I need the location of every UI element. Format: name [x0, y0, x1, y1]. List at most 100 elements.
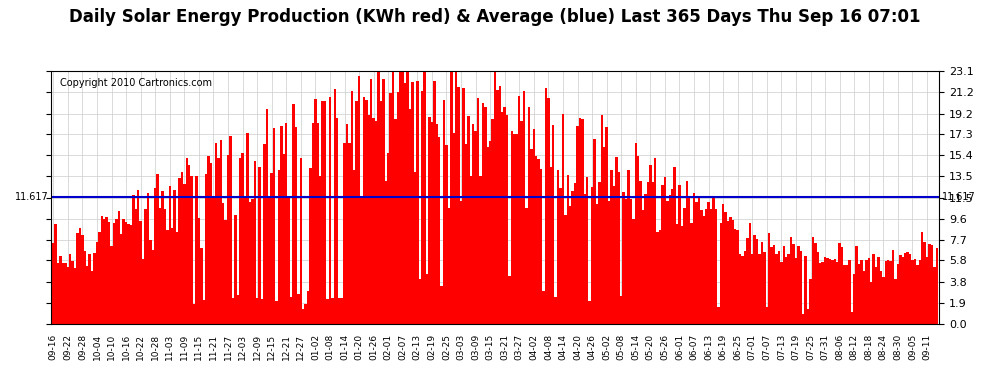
- Bar: [535, 156, 538, 324]
- Bar: [783, 246, 785, 324]
- Bar: [54, 224, 56, 324]
- Bar: [145, 209, 147, 324]
- Bar: [673, 167, 676, 324]
- Bar: [770, 246, 773, 324]
- Bar: [443, 100, 446, 324]
- Bar: [897, 264, 899, 324]
- Bar: [656, 232, 658, 324]
- Bar: [244, 196, 247, 324]
- Bar: [559, 188, 561, 324]
- Bar: [758, 254, 760, 324]
- Bar: [135, 209, 137, 324]
- Bar: [367, 115, 370, 324]
- Bar: [880, 270, 882, 324]
- Bar: [387, 153, 389, 324]
- Bar: [389, 93, 392, 324]
- Bar: [615, 157, 618, 324]
- Bar: [635, 143, 637, 324]
- Bar: [438, 137, 441, 324]
- Bar: [273, 128, 275, 324]
- Bar: [362, 98, 365, 324]
- Bar: [441, 286, 443, 324]
- Bar: [681, 226, 683, 324]
- Bar: [850, 312, 853, 324]
- Bar: [693, 193, 695, 324]
- Bar: [790, 237, 792, 324]
- Bar: [504, 107, 506, 324]
- Bar: [108, 222, 110, 324]
- Bar: [52, 243, 54, 324]
- Bar: [416, 81, 419, 324]
- Bar: [544, 88, 547, 324]
- Bar: [543, 291, 545, 324]
- Bar: [280, 126, 282, 324]
- Bar: [751, 254, 753, 324]
- Bar: [845, 265, 848, 324]
- Bar: [700, 210, 703, 324]
- Bar: [130, 225, 132, 324]
- Bar: [125, 222, 128, 324]
- Bar: [625, 199, 628, 324]
- Bar: [234, 215, 237, 324]
- Bar: [305, 304, 307, 324]
- Bar: [668, 195, 671, 324]
- Bar: [521, 121, 523, 324]
- Bar: [357, 76, 360, 324]
- Bar: [889, 261, 892, 324]
- Bar: [81, 236, 83, 324]
- Bar: [834, 259, 836, 324]
- Bar: [598, 182, 601, 324]
- Bar: [712, 198, 715, 324]
- Bar: [341, 298, 344, 324]
- Bar: [775, 254, 778, 324]
- Bar: [661, 185, 663, 324]
- Bar: [83, 251, 86, 324]
- Bar: [581, 119, 583, 324]
- Bar: [137, 190, 140, 324]
- Bar: [426, 274, 429, 324]
- Bar: [608, 201, 610, 324]
- Bar: [161, 191, 163, 324]
- Bar: [904, 253, 907, 324]
- Bar: [658, 231, 661, 324]
- Bar: [902, 257, 904, 324]
- Bar: [710, 209, 712, 324]
- Bar: [569, 207, 571, 324]
- Bar: [688, 196, 690, 324]
- Bar: [630, 199, 633, 324]
- Bar: [205, 174, 207, 324]
- Bar: [610, 170, 613, 324]
- Bar: [455, 72, 457, 324]
- Bar: [909, 255, 911, 324]
- Bar: [365, 100, 367, 324]
- Bar: [118, 211, 120, 324]
- Bar: [370, 79, 372, 324]
- Bar: [132, 195, 135, 324]
- Bar: [215, 143, 217, 324]
- Bar: [171, 228, 173, 324]
- Bar: [579, 118, 581, 324]
- Bar: [265, 109, 268, 324]
- Bar: [576, 126, 579, 324]
- Bar: [404, 83, 407, 324]
- Bar: [924, 242, 926, 324]
- Bar: [462, 88, 464, 324]
- Bar: [824, 257, 827, 324]
- Bar: [722, 204, 725, 324]
- Bar: [841, 247, 843, 324]
- Bar: [540, 169, 543, 324]
- Bar: [96, 242, 98, 324]
- Bar: [287, 198, 290, 324]
- Bar: [482, 103, 484, 324]
- Bar: [566, 175, 569, 324]
- Bar: [372, 118, 375, 324]
- Bar: [862, 271, 865, 324]
- Bar: [800, 251, 802, 324]
- Bar: [720, 223, 722, 324]
- Bar: [309, 168, 312, 324]
- Bar: [875, 267, 877, 324]
- Bar: [742, 256, 743, 324]
- Bar: [185, 158, 188, 324]
- Bar: [586, 177, 588, 324]
- Bar: [74, 267, 76, 324]
